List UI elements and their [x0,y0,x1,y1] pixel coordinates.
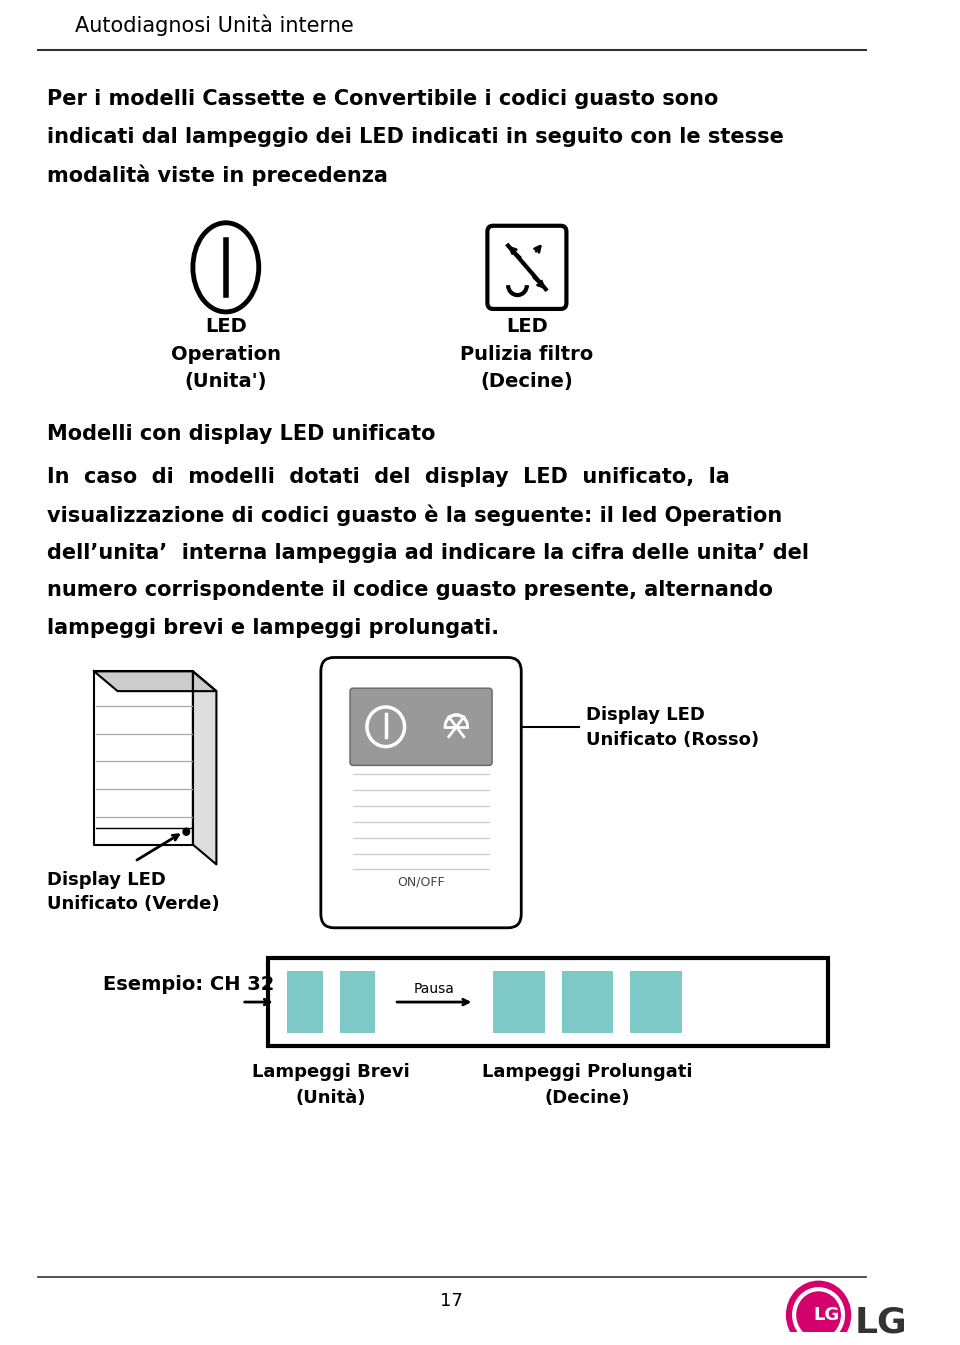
Text: Esempio: CH 32: Esempio: CH 32 [104,975,275,994]
Bar [287,971,323,1033]
Text: indicati dal lampeggio dei LED indicati in seguito con le stesse: indicati dal lampeggio dei LED indicati … [47,126,784,147]
FancyBboxPatch shape [350,689,492,765]
Text: Per i modelli Cassette e Convertibile i codici guasto sono: Per i modelli Cassette e Convertibile i … [47,89,718,109]
Bar [631,971,683,1033]
FancyBboxPatch shape [488,226,566,309]
Text: (Unita'): (Unita') [184,373,267,391]
Text: (Unità): (Unità) [296,1089,367,1107]
Text: Unificato (Rosso): Unificato (Rosso) [587,730,759,749]
Polygon shape [193,671,216,865]
Text: modalità viste in precedenza: modalità viste in precedenza [47,164,388,186]
Text: Operation: Operation [171,344,281,363]
Text: Autodiagnosi Unità interne: Autodiagnosi Unità interne [75,15,354,36]
Text: (Decine): (Decine) [545,1089,631,1107]
Text: LG: LG [813,1306,839,1323]
Text: In  caso  di  modelli  dotati  del  display  LED  unificato,  la: In caso di modelli dotati del display LE… [47,467,730,487]
Text: dell’unita’  interna lampeggia ad indicare la cifra delle unita’ del: dell’unita’ interna lampeggia ad indicar… [47,542,809,562]
Text: Unificato (Verde): Unificato (Verde) [47,896,220,913]
Text: Lampeggi Brevi: Lampeggi Brevi [252,1064,410,1081]
Bar [268,959,828,1045]
Text: Pulizia filtro: Pulizia filtro [460,344,593,363]
Bar [340,971,375,1033]
Text: Display LED: Display LED [587,706,705,724]
Text: ON/OFF: ON/OFF [396,876,444,889]
Text: visualizzazione di codici guasto è la seguente: il led Operation: visualizzazione di codici guasto è la se… [47,504,782,526]
Text: LG: LG [854,1305,907,1340]
Text: LED: LED [506,317,548,336]
Text: Modelli con display LED unificato: Modelli con display LED unificato [47,424,436,444]
Text: lampeggi brevi e lampeggi prolungati.: lampeggi brevi e lampeggi prolungati. [47,617,499,638]
Bar [562,971,613,1033]
Text: numero corrispondente il codice guasto presente, alternando: numero corrispondente il codice guasto p… [47,580,773,600]
Circle shape [786,1282,851,1345]
Text: LED: LED [204,317,247,336]
Polygon shape [94,671,216,691]
Text: Display LED: Display LED [47,872,166,889]
Text: 17: 17 [441,1293,463,1310]
Text: Lampeggi Prolungati: Lampeggi Prolungati [482,1064,693,1081]
Text: (Decine): (Decine) [481,373,573,391]
Circle shape [183,829,189,835]
Bar [493,971,544,1033]
Polygon shape [94,671,193,845]
FancyBboxPatch shape [321,658,521,928]
Text: Pausa: Pausa [414,982,455,997]
